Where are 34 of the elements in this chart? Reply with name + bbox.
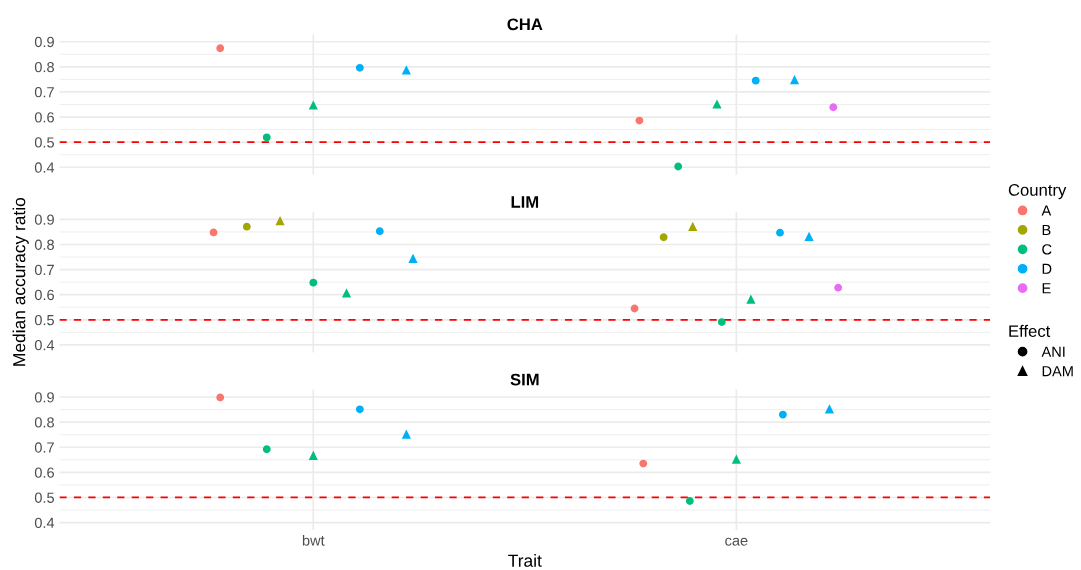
x-tick-label: bwt [302,534,325,546]
y-tick-label: 0.6 [34,112,54,123]
y-tick-label: 0.4 [34,517,55,528]
x-tick-label: cae [725,537,748,546]
legend-label: C [1042,244,1052,255]
y-tick-label: 0.9 [34,36,54,48]
legend-label: E [1042,283,1051,294]
y-tick-label: 0.4 [34,340,55,351]
y-tick-label: 0.7 [34,264,54,276]
y-tick-label: 0.9 [34,214,54,225]
legend-label: B [1042,224,1051,235]
y-tick-label: 0.5 [34,314,54,326]
chart-title: LIM [511,196,539,208]
legend-label: D [1042,263,1052,274]
y-tick-label: 0.6 [34,289,54,301]
legend-label: ANI [1041,346,1065,357]
legend-title: Effect [1009,324,1051,338]
y-tick-label: 0.5 [34,137,54,148]
y-tick-label: 0.4 [34,162,55,173]
y-tick-label: 0.6 [34,467,54,478]
y-tick-label: 0.7 [34,87,54,98]
chart-title: SIM [510,373,539,386]
legend-title: Country [1008,184,1067,200]
y-tick-label: 0.5 [34,492,54,503]
y-tick-label: 0.8 [34,239,54,250]
legend-label: A [1041,205,1052,216]
y-tick-label: 0.8 [34,417,54,428]
legend-label: DAM [1042,366,1073,377]
y-tick-label: 0.9 [34,392,54,403]
x-axis-title: Trait [508,554,542,567]
chart-title: CHA [507,18,543,31]
y-axis-title: Median accuracy ratio [12,197,29,366]
y-tick-label: 0.8 [34,61,54,73]
y-tick-label: 0.7 [34,442,54,453]
